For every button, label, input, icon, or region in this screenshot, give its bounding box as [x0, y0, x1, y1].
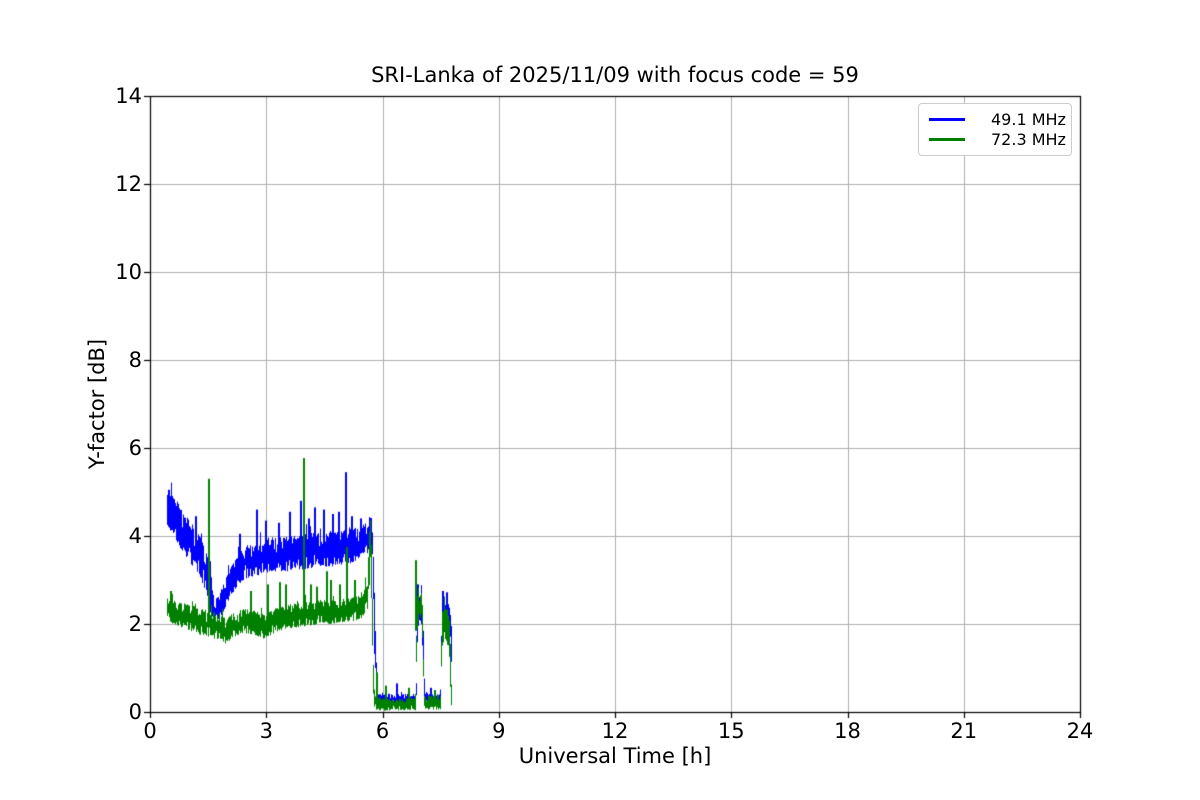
y-tick-label: 14 [115, 84, 142, 108]
x-tick-label: 6 [375, 719, 390, 743]
legend-label: 49.1 MHz [991, 109, 1066, 129]
x-tick-label: 12 [601, 719, 629, 743]
x-tick-label: 3 [259, 719, 273, 743]
y-tick-label: 12 [115, 172, 142, 196]
y-tick-label: 8 [128, 348, 142, 372]
x-tick-label: 21 [950, 719, 978, 743]
legend-line-sample-blue [929, 117, 965, 121]
x-axis-label: Universal Time [h] [518, 744, 712, 768]
x-tick-label: 0 [143, 719, 157, 743]
x-tick-label: 15 [717, 719, 745, 743]
x-tick-label: 18 [834, 719, 861, 743]
y-tick-label: 10 [115, 260, 142, 284]
y-tick-label: 0 [128, 700, 142, 724]
x-tick-label: 24 [1066, 719, 1094, 743]
y-tick-label: 2 [128, 612, 142, 636]
legend-line-sample-green [929, 138, 965, 142]
x-tick-label: 9 [492, 719, 506, 743]
chart-title: SRI-Lanka of 2025/11/09 with focus code … [371, 63, 859, 87]
legend-item-49-1-mhz: 49.1 MHz [929, 110, 1066, 129]
y-tick-label: 6 [128, 436, 142, 460]
legend: 49.1 MHz 72.3 MHz [918, 103, 1072, 156]
legend-item-72-3-mhz: 72.3 MHz [929, 130, 1066, 149]
legend-label: 72.3 MHz [991, 130, 1066, 150]
y-tick-label: 4 [128, 524, 142, 548]
